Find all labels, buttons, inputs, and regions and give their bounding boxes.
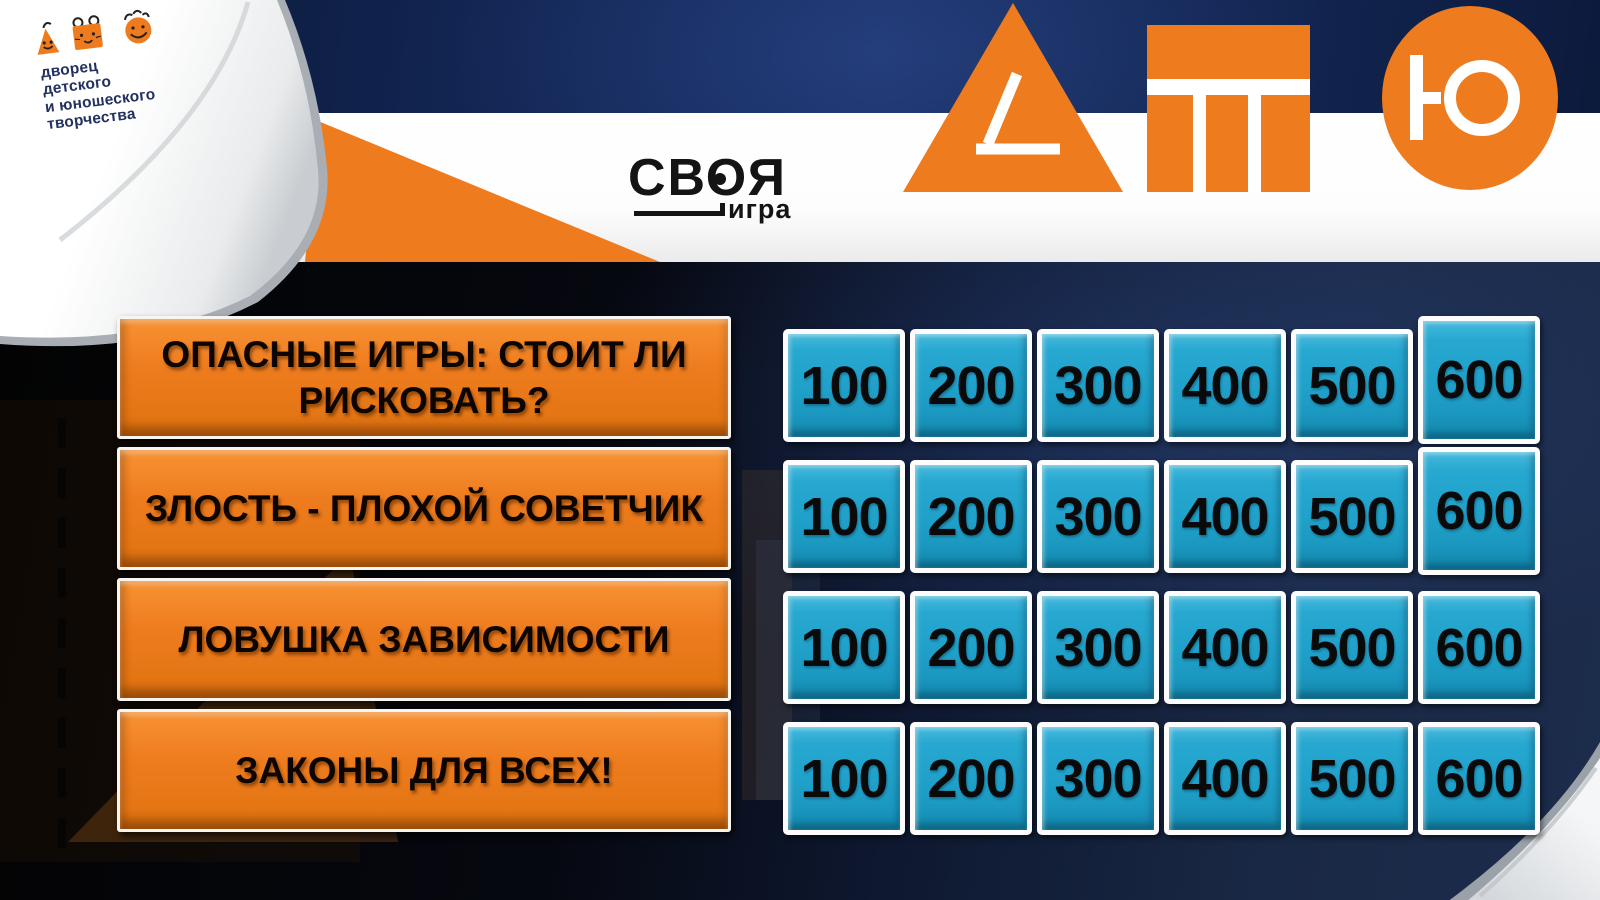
tile-row3-400[interactable]: 400 — [1164, 591, 1286, 704]
triangle-face-icon — [37, 21, 60, 55]
svoya-underline-tick — [720, 203, 725, 216]
category-2: ЗЛОСТЬ - ПЛОХОЙ СОВЕТЧИК — [117, 447, 731, 570]
palace-logo: дворец детского и юношеского творчества — [26, 0, 249, 135]
category-4: ЗАКОНЫ ДЛЯ ВСЕХ! — [117, 709, 731, 832]
tile-row1-200[interactable]: 200 — [910, 329, 1032, 442]
tile-row4-600[interactable]: 600 — [1418, 722, 1540, 835]
tile-row2-300[interactable]: 300 — [1037, 460, 1159, 573]
tile-row2-400[interactable]: 400 — [1164, 460, 1286, 573]
tile-row4-300[interactable]: 300 — [1037, 722, 1159, 835]
category-label: ЗАКОНЫ ДЛЯ ВСЕХ! — [235, 749, 613, 791]
cat-square-icon — [72, 15, 103, 51]
svoya-underline — [634, 211, 720, 216]
tile-row3-100[interactable]: 100 — [783, 591, 905, 704]
tile-row3-500[interactable]: 500 — [1291, 591, 1413, 704]
tile-row2-200[interactable]: 200 — [910, 460, 1032, 573]
svoya-wordmark: СВОЯ — [628, 152, 803, 204]
big-letter-yu-icon — [1382, 6, 1558, 190]
tile-row2-100[interactable]: 100 — [783, 460, 905, 573]
smile-circle-icon — [123, 9, 152, 44]
palace-logo-icons — [37, 9, 152, 55]
svoya-igra-logo: СВОЯ игра — [628, 152, 803, 224]
tile-row1-100[interactable]: 100 — [783, 329, 905, 442]
tile-row4-500[interactable]: 500 — [1291, 722, 1413, 835]
tile-row1-300[interactable]: 300 — [1037, 329, 1159, 442]
tile-row1-600[interactable]: 600 — [1418, 316, 1540, 444]
big-letter-d-icon — [903, 3, 1123, 192]
tile-row4-400[interactable]: 400 — [1164, 722, 1286, 835]
tile-row4-100[interactable]: 100 — [783, 722, 905, 835]
category-label: ЛОВУШКА ЗАВИСИМОСТИ — [178, 618, 670, 660]
category-3: ЛОВУШКА ЗАВИСИМОСТИ — [117, 578, 731, 701]
tile-row3-600[interactable]: 600 — [1418, 591, 1540, 704]
tile-row4-200[interactable]: 200 — [910, 722, 1032, 835]
tile-row1-400[interactable]: 400 — [1164, 329, 1286, 442]
big-letter-t-icon — [1147, 25, 1310, 192]
orange-wedge — [305, 121, 660, 262]
page-curl-top-left — [0, 0, 328, 347]
category-label: ЗЛОСТЬ - ПЛОХОЙ СОВЕТЧИК — [145, 487, 703, 529]
page-curl-bottom-right — [1449, 742, 1600, 900]
tile-row3-200[interactable]: 200 — [910, 591, 1032, 704]
tile-row2-600[interactable]: 600 — [1418, 447, 1540, 575]
tile-row2-500[interactable]: 500 — [1291, 460, 1413, 573]
tile-row3-300[interactable]: 300 — [1037, 591, 1159, 704]
tile-row1-500[interactable]: 500 — [1291, 329, 1413, 442]
category-label: ОПАСНЫЕ ИГРЫ: СТОИТ ЛИ РИСКОВАТЬ? — [161, 334, 687, 421]
svoya-subtitle: игра — [728, 194, 792, 224]
category-1: ОПАСНЫЕ ИГРЫ: СТОИТ ЛИ РИСКОВАТЬ? — [117, 316, 731, 439]
